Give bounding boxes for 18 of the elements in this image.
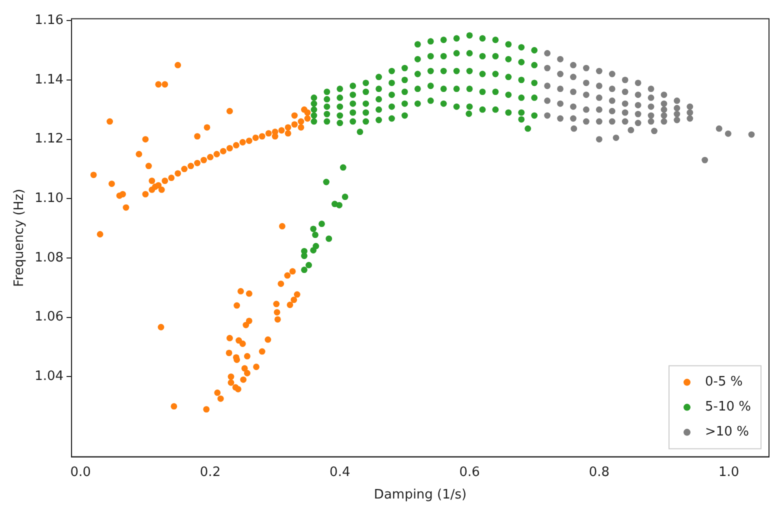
x-tick-label: 0.4 [330,464,350,480]
y-tick-label: 1.16 [34,12,64,28]
legend-label: 0-5 % [705,374,743,390]
x-tick-label: 0.6 [459,464,480,480]
y-tick-label: 1.10 [34,191,64,206]
y-tick-label: 1.14 [34,72,64,88]
x-axis-title: Damping (1/s) [374,488,467,503]
legend-label: 5-10 % [705,400,752,415]
y-axis-title: Frequency (Hz) [12,188,28,287]
x-tick-label: 0.2 [200,464,221,480]
legend-label: >10 % [705,424,749,440]
y-tick-label: 1.12 [34,132,64,147]
y-tick-label: 1.08 [34,250,64,266]
x-tick-label: 0.8 [588,464,610,480]
y-tick-label: 1.04 [34,369,64,384]
x-tick-label: 0.0 [70,464,91,480]
y-tick-label: 1.06 [34,310,64,325]
x-tick-label: 1.0 [718,464,740,480]
